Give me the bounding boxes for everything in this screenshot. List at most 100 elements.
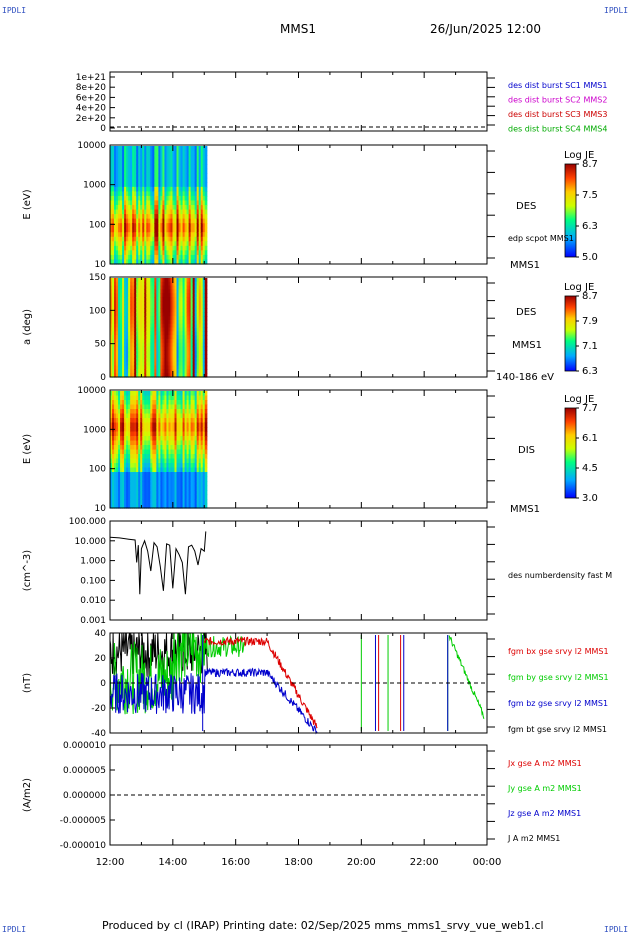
spectrogram-cell (168, 445, 172, 451)
spectrogram-cell (200, 476, 204, 482)
spectrogram-cell (162, 241, 166, 247)
spectrogram-cell (134, 146, 137, 152)
spectrogram-cell (112, 293, 115, 298)
spectrogram-cell (192, 200, 196, 206)
spectrogram-cell (120, 476, 123, 482)
spectrogram-cell (194, 312, 198, 317)
spectrogram-cell (190, 281, 194, 287)
spectrogram-cell (170, 173, 174, 179)
spectrogram-cell (148, 245, 151, 251)
spectrogram-cell (120, 297, 123, 302)
spectrogram-cell (138, 191, 141, 197)
spectrogram-cell (186, 308, 190, 313)
spectrogram-cell (144, 404, 147, 410)
spectrogram-cell (124, 350, 127, 355)
spectrogram-cell (194, 319, 198, 325)
spectrogram-cell (138, 503, 141, 509)
spectrogram-cell (168, 458, 172, 464)
spectrogram-cell (178, 159, 182, 165)
spectrogram-cell (164, 316, 168, 321)
spectrogram-cell (120, 236, 123, 242)
spectrogram-cell (164, 297, 168, 302)
spectrogram-cell (172, 445, 176, 451)
spectrogram-cell (116, 338, 119, 344)
spectrogram-cell (196, 319, 200, 325)
spectrogram-cell (150, 191, 153, 197)
spectrogram-cell (156, 209, 159, 215)
spectrogram-cell (188, 223, 192, 229)
spectrogram-cell (142, 490, 145, 496)
spectrogram-cell (184, 250, 188, 256)
spectrogram-cell (154, 155, 157, 161)
spectrogram-cell (162, 327, 166, 332)
spectrogram-cell (144, 454, 147, 460)
spectrogram-cell (188, 259, 192, 265)
spectrogram-cell (122, 214, 125, 220)
spectrogram-cell (144, 350, 147, 355)
spectrogram-cell (138, 200, 141, 206)
spectrogram-cell (204, 418, 208, 424)
spectrogram-cell (156, 449, 159, 455)
spectrogram-cell (154, 335, 157, 340)
spectrogram-cell (174, 195, 178, 202)
spectrogram-cell (162, 186, 166, 192)
spectrogram-cell (198, 304, 202, 310)
spectrogram-cell (162, 395, 166, 401)
spectrogram-cell (146, 327, 149, 332)
spectrogram-cell (144, 182, 147, 188)
spectrogram-cell (114, 335, 117, 340)
spectrogram-cell (126, 191, 129, 197)
spectrogram-cell (134, 361, 137, 367)
spectrogram-cell (166, 289, 170, 294)
spectrogram-cell (154, 209, 157, 215)
spectrogram-cell (154, 218, 157, 224)
spectrogram-cell (192, 354, 196, 359)
spectrogram-cell (132, 369, 135, 374)
spectrogram-cell (132, 297, 135, 302)
y-tick-label: 0.010 (80, 596, 106, 606)
spectrogram-cell (152, 227, 155, 233)
spectrogram-cell (132, 357, 135, 363)
spectrogram-cell (200, 218, 204, 224)
spectrogram-cell (180, 445, 184, 451)
spectrogram-cell (160, 159, 164, 165)
spectrogram-cell (118, 168, 121, 174)
spectrogram-cell (200, 289, 204, 294)
spectrogram-cell (130, 159, 133, 165)
spectrogram-cell (144, 232, 147, 238)
spectrogram-cell (190, 191, 194, 197)
spectrogram-cell (136, 440, 139, 446)
spectrogram-cell (152, 395, 155, 401)
spectrogram-cell (150, 331, 153, 336)
spectrogram-cell (196, 445, 200, 451)
spectrogram-cell (154, 281, 157, 287)
spectrogram-cell (202, 323, 206, 329)
spectrogram-cell (156, 319, 159, 325)
spectrogram-cell (170, 369, 174, 374)
spectrogram-cell (164, 293, 168, 298)
spectrogram-cell (152, 463, 155, 469)
spectrogram-cell (154, 494, 157, 500)
spectrogram-cell (172, 259, 176, 265)
spectrogram-cell (140, 427, 143, 433)
spectrogram-cell (178, 168, 182, 174)
spectrogram-cell (198, 395, 202, 401)
spectrogram-cell (120, 361, 123, 367)
spectrogram-cell (112, 227, 115, 233)
spectrogram-cell (138, 214, 141, 220)
spectrogram-cell (130, 331, 133, 336)
y-tick-label: 20 (95, 654, 107, 664)
spectrogram-cell (136, 436, 139, 442)
spectrogram-cell (160, 395, 164, 401)
y-tick-label: 100.000 (69, 517, 106, 527)
spectrogram-cell (110, 413, 113, 419)
spectrogram-cell (128, 308, 131, 313)
spectrogram-cell (136, 293, 139, 298)
spectrogram-cell (196, 418, 200, 424)
spectrogram-cell (162, 436, 166, 442)
spectrogram-cell (202, 312, 206, 317)
spectrogram-cell (172, 319, 176, 325)
spectrogram-cell (174, 369, 178, 374)
spectrogram-cell (142, 404, 145, 410)
spectrogram-cell (116, 150, 119, 156)
